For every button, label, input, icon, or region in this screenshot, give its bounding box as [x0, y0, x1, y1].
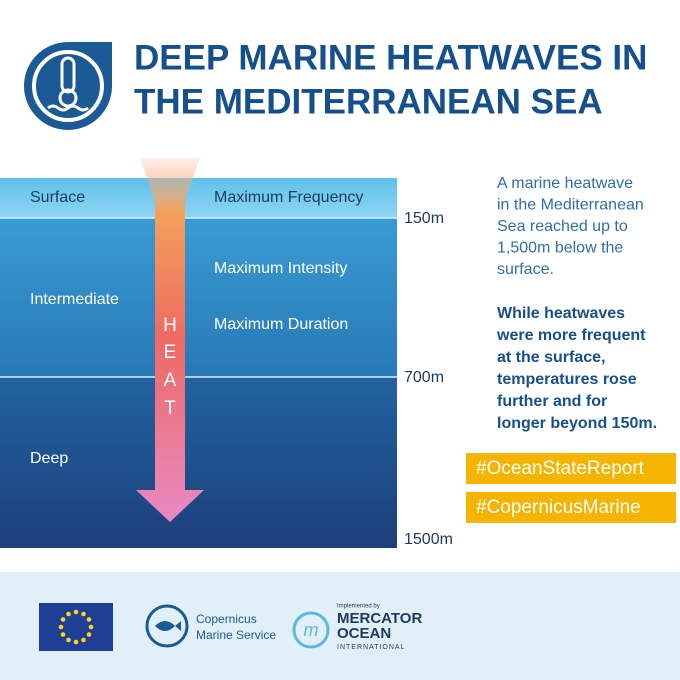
layer-label: Deep	[30, 450, 68, 467]
mercator-text: OCEAN	[337, 625, 391, 642]
intermediate-layer	[0, 218, 397, 377]
eu-star	[81, 637, 86, 643]
eu-star	[86, 617, 92, 622]
intro-line: 1,500m below the	[497, 240, 623, 257]
heat-arrow	[136, 158, 204, 522]
depth-label: 1500m	[404, 531, 453, 548]
bold-line: were more frequent	[496, 327, 646, 344]
eu-star	[88, 624, 94, 630]
intro-line: Sea reached up to	[497, 218, 628, 235]
feature-label: Maximum Intensity	[214, 260, 347, 277]
heat-letter: T	[164, 398, 176, 419]
title-line: THE MEDITERRANEAN SEA	[134, 82, 603, 121]
heat-letter: H	[163, 315, 177, 336]
layer-label: Intermediate	[30, 291, 119, 308]
mercator-logo-letter: m	[304, 620, 319, 640]
intro-line: surface.	[497, 261, 554, 278]
international: INTERNATIONAL	[337, 644, 406, 651]
deep-layer	[0, 377, 397, 548]
hashtag-box	[466, 453, 676, 484]
footer-band	[0, 572, 680, 680]
feature-label: Maximum Frequency	[214, 189, 363, 206]
bold-line: further and for	[497, 393, 607, 410]
feature-label: Maximum Duration	[214, 316, 348, 333]
eu-star	[81, 611, 86, 617]
mercator-logo	[292, 611, 330, 649]
depth-label: 700m	[404, 369, 444, 386]
heat-letter: E	[164, 342, 177, 363]
hashtag: #OceanStateReport	[476, 458, 645, 479]
mercator-text: MERCATOR	[337, 610, 422, 627]
bold-line: longer beyond 150m.	[497, 415, 657, 432]
layer-label: Surface	[30, 189, 85, 206]
implemented-by: Implemented by	[337, 604, 380, 610]
intro-line: A marine heatwave	[497, 175, 633, 192]
intro-line: in the Mediterranean	[497, 197, 644, 214]
copernicus-text: Marine Service	[196, 628, 276, 642]
depth-label: 150m	[404, 210, 444, 227]
hashtag: #CopernicusMarine	[476, 497, 641, 518]
bold-line: While heatwaves	[497, 305, 625, 322]
copernicus-logo	[145, 604, 189, 648]
eu-star	[86, 632, 92, 637]
copernicus-text: Copernicus	[196, 612, 257, 626]
eu-star	[60, 617, 66, 622]
eu-star	[58, 624, 64, 630]
bold-line: at the surface,	[497, 349, 605, 366]
eu-star	[73, 609, 79, 615]
eu-star	[73, 639, 79, 645]
bold-line: temperatures rose	[497, 371, 637, 388]
heat-letter: A	[164, 370, 177, 391]
hashtag-box	[466, 492, 676, 523]
surface-layer	[0, 178, 397, 218]
eu-star	[60, 632, 66, 637]
thermometer-icon	[24, 42, 112, 130]
eu-star	[66, 637, 71, 643]
eu-star	[66, 611, 71, 617]
title-line: DEEP MARINE HEATWAVES IN	[134, 38, 647, 77]
